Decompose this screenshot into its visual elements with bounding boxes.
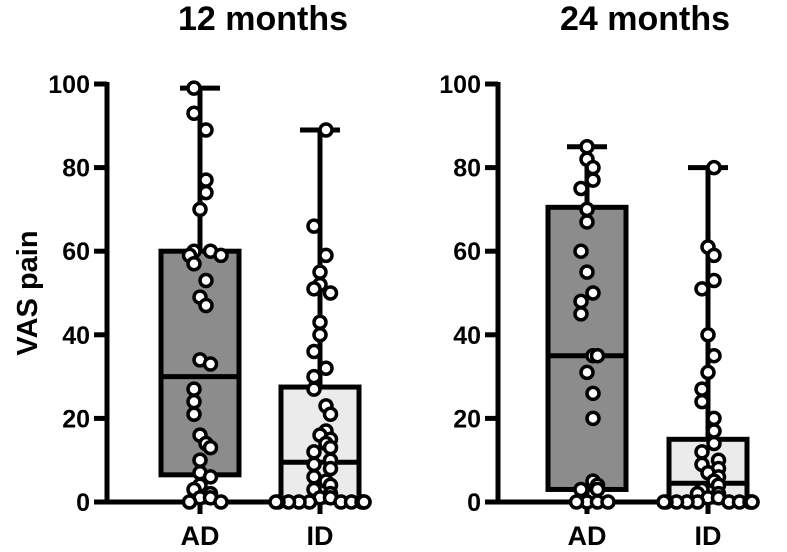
y-tick-label: 0 (76, 489, 90, 517)
data-point (694, 381, 710, 397)
data-point (322, 460, 339, 477)
data-point (585, 410, 601, 427)
data-point (306, 444, 322, 460)
data-point (186, 406, 202, 422)
data-point (706, 347, 722, 364)
data-point (694, 444, 710, 460)
data-point (312, 264, 328, 280)
data-point (213, 494, 229, 510)
data-point (198, 272, 214, 289)
data-point (585, 285, 601, 301)
y-tick-label: 80 (62, 155, 90, 183)
x-category-label: ID (307, 521, 334, 551)
data-point (579, 201, 595, 218)
data-point (573, 180, 589, 197)
data-point (579, 364, 595, 381)
data-point (202, 439, 219, 456)
data-point (706, 247, 722, 264)
series-id: ID (268, 122, 372, 551)
data-point (573, 481, 589, 498)
data-point (306, 456, 322, 473)
data-point (181, 494, 198, 510)
data-point (192, 452, 208, 468)
series-ad: AD (158, 80, 242, 551)
data-point (186, 255, 202, 272)
data-point (186, 393, 202, 410)
data-point (573, 243, 589, 259)
data-point (318, 360, 334, 376)
data-point (700, 364, 716, 381)
data-point (306, 381, 322, 397)
data-point (306, 368, 322, 385)
data-point (186, 381, 202, 397)
y-tick-label: 20 (62, 405, 90, 433)
data-point (198, 172, 214, 188)
data-point (318, 122, 334, 138)
x-category-label: ID (695, 521, 722, 551)
data-point (700, 327, 716, 343)
data-point (198, 184, 214, 201)
panel-1: 12 months 0 20 40 60 80 100 VAS pain AD ID (12, 0, 372, 551)
data-point (579, 214, 595, 230)
data-point (306, 218, 322, 234)
data-point (306, 343, 322, 360)
data-point (198, 297, 214, 314)
data-point (322, 406, 339, 422)
y-tick-label: 80 (453, 155, 481, 183)
data-point (186, 105, 202, 122)
y-tick-label: 0 (467, 489, 481, 517)
data-point (706, 423, 722, 439)
data-point (589, 481, 606, 498)
data-point (306, 469, 322, 485)
data-point (585, 159, 601, 176)
data-point (202, 356, 219, 372)
data-point (322, 285, 339, 301)
panel-title: 12 months (178, 0, 348, 38)
data-point (202, 469, 219, 485)
y-tick-label: 20 (453, 405, 481, 433)
data-point (568, 494, 585, 510)
data-point (706, 435, 722, 452)
data-point (694, 393, 710, 410)
data-point (198, 122, 214, 138)
panel-title: 24 months (560, 0, 730, 38)
data-point (706, 410, 722, 427)
data-point (579, 264, 595, 280)
data-point (306, 281, 322, 297)
data-point (600, 494, 616, 510)
x-category-label: AD (181, 521, 220, 551)
data-point (573, 293, 589, 310)
series-ad: AD (545, 138, 629, 551)
data-point (573, 306, 589, 322)
y-tick-label: 40 (453, 322, 481, 350)
data-point (322, 439, 339, 456)
y-tick-label: 100 (48, 71, 90, 99)
series-id: ID (656, 159, 760, 551)
data-point (268, 494, 284, 510)
x-category-label: AD (568, 521, 607, 551)
y-axis-label: VAS pain (12, 230, 44, 355)
data-point (589, 347, 606, 364)
data-point (192, 201, 208, 218)
data-point (706, 159, 722, 176)
data-point (579, 138, 595, 155)
data-point (318, 247, 334, 264)
data-point (356, 494, 372, 510)
data-point (312, 314, 328, 331)
data-point (213, 247, 229, 264)
data-point (706, 272, 722, 289)
data-point (656, 494, 672, 510)
data-point (585, 385, 601, 402)
y-tick-label: 40 (62, 322, 90, 350)
y-tick-label: 100 (439, 71, 481, 99)
data-point (744, 494, 760, 510)
y-tick-label: 60 (453, 238, 481, 266)
data-point (312, 327, 328, 343)
data-point (585, 172, 601, 188)
data-point (694, 281, 710, 297)
data-point (186, 80, 202, 96)
y-tick-label: 60 (62, 238, 90, 266)
panel-2: 24 months 0 20 40 60 80 100 AD ID (439, 0, 760, 551)
